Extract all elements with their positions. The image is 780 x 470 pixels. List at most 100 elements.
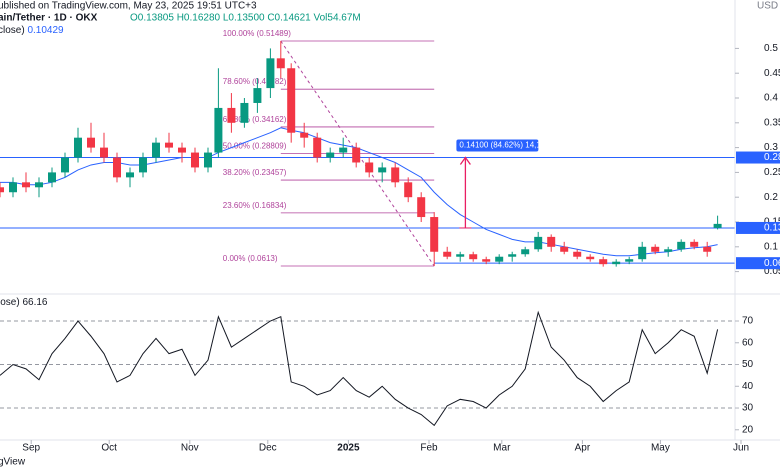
x-tick-label: Sep	[22, 443, 40, 454]
rsi-y-tick-label: 30	[742, 403, 754, 414]
fib-price: 0.0613	[250, 254, 275, 263]
fib-price: 0.16834	[255, 201, 284, 210]
candle-body	[253, 88, 262, 103]
y-tick-label: 0.3	[764, 142, 778, 153]
level-price-label: 0.067	[764, 258, 780, 269]
level-price-box	[736, 221, 780, 234]
candle-body	[443, 251, 452, 257]
ma-legend: close) 0.10429	[0, 25, 64, 36]
x-tick-label: Nov	[181, 443, 199, 454]
fib-ratio: 100.00%	[223, 29, 255, 38]
fib-price: 0.51489	[259, 29, 288, 38]
level-price-box	[736, 151, 780, 164]
x-tick-label: Oct	[101, 443, 117, 454]
measure-box	[456, 139, 539, 152]
rsi-name: lose)	[0, 297, 20, 308]
candle-body	[152, 142, 160, 158]
rsi-line	[0, 310, 719, 427]
candle-body	[404, 182, 413, 198]
candle-body	[713, 223, 722, 228]
y-tick-label: 0.35	[764, 117, 780, 128]
candle-body	[87, 137, 95, 148]
y-tick-label: 0.5	[764, 43, 778, 54]
candle-body	[276, 58, 285, 69]
candle-body	[339, 147, 348, 153]
candle-body	[365, 162, 374, 173]
y-tick-label: 0.25	[764, 167, 780, 178]
candle-body	[287, 68, 296, 133]
candle-body	[599, 259, 608, 265]
fib-label: 61.80% (0.34162)	[223, 115, 287, 124]
candle-body	[204, 152, 212, 168]
candle-body	[430, 217, 439, 252]
y-tick-label: 0.2	[764, 192, 778, 203]
fib-ratio: 0.00%	[223, 254, 246, 263]
candle-body	[165, 142, 173, 148]
rsi-legend: lose) 66.16	[0, 297, 48, 308]
rsi-y-tick-label: 50	[742, 359, 754, 370]
fib-label: 100.00% (0.51489)	[223, 29, 291, 38]
measure-ticks: 14,100	[525, 141, 550, 150]
candle-body	[48, 172, 56, 183]
fib-label: 23.60% (0.16834)	[223, 201, 287, 210]
candle-body	[664, 249, 673, 252]
candle-body	[456, 254, 465, 257]
x-tick-label: Mar	[493, 443, 511, 454]
candle-body	[22, 182, 30, 188]
candle-body	[573, 251, 582, 257]
y-tick-label: 0.05	[764, 266, 780, 277]
x-tick-label: Feb	[420, 443, 438, 454]
candle-body	[100, 147, 108, 158]
candle-body	[352, 147, 361, 163]
fib-ratio: 78.60%	[223, 77, 250, 86]
candle-body	[690, 241, 699, 247]
candle-body	[391, 167, 400, 183]
fib-price: 0.28809	[255, 142, 284, 151]
x-tick-label: 2025	[337, 443, 360, 454]
rsi-pane	[0, 310, 735, 427]
measure-head	[459, 156, 471, 165]
level-price-label: 0.28	[764, 152, 780, 163]
candle-body	[482, 259, 491, 262]
rsi-y-tick-label: 70	[742, 316, 754, 327]
candle-body	[35, 182, 43, 188]
candle-body	[178, 147, 186, 153]
candle-body	[240, 102, 249, 123]
fib-label: 78.60% (0.41782)	[223, 77, 287, 86]
candle-body	[508, 254, 517, 257]
candle-body	[266, 58, 275, 89]
currency: USD	[757, 1, 778, 12]
fib-ratio: 38.20%	[223, 168, 250, 177]
candle-body	[495, 256, 504, 262]
candle-body	[113, 157, 121, 178]
fib-price: 0.34162	[255, 115, 284, 124]
symbol: ain/Tether · 1D · OKX	[0, 13, 98, 24]
candle-body	[521, 249, 530, 255]
fib-price: 0.23457	[255, 168, 284, 177]
rsi-value: 66.16	[22, 297, 47, 308]
candle-body	[586, 256, 595, 260]
quote: O0.13805 H0.16280 L0.13500 C0.14621 Vol5…	[130, 13, 361, 24]
published-note: ublished on TradingView.com, May 23, 202…	[0, 1, 257, 12]
fib-label: 38.20% (0.23457)	[223, 168, 287, 177]
candle-body	[227, 107, 236, 123]
level-price-label: 0.138	[764, 223, 780, 234]
candle-body	[214, 107, 223, 153]
candle-body	[61, 157, 69, 173]
measure-percent: (84.62%)	[491, 141, 524, 150]
y-tick-label: 0.4	[764, 93, 778, 104]
x-tick-label: May	[651, 443, 670, 454]
candle-body	[326, 152, 335, 158]
y-tick-label: 0.1	[764, 241, 778, 252]
candle-body	[625, 259, 634, 262]
candle-body	[378, 167, 387, 173]
candle-body	[612, 261, 621, 265]
candle-body	[651, 246, 660, 252]
y-tick-label: 0.45	[764, 68, 780, 79]
candle-body	[139, 157, 147, 173]
candle-body	[677, 241, 686, 250]
candle-body	[638, 246, 647, 260]
candle-body	[534, 236, 543, 250]
